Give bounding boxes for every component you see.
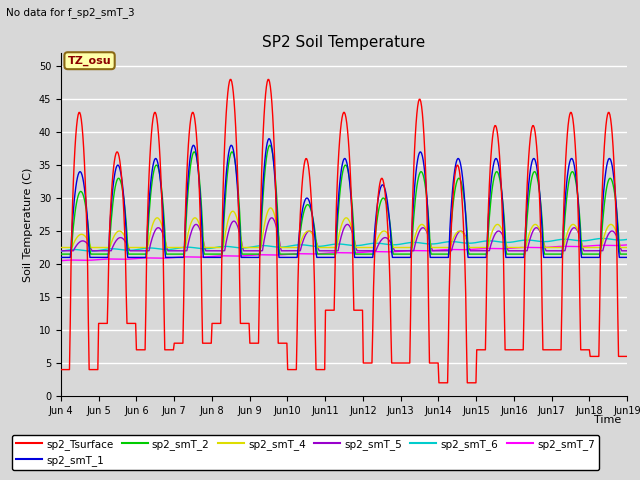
Text: TZ_osu: TZ_osu xyxy=(68,56,111,66)
Title: SP2 Soil Temperature: SP2 Soil Temperature xyxy=(262,35,426,50)
Text: Time: Time xyxy=(593,415,621,425)
Y-axis label: Soil Temperature (C): Soil Temperature (C) xyxy=(23,167,33,282)
Legend: sp2_Tsurface, sp2_smT_1, sp2_smT_2, sp2_smT_4, sp2_smT_5, sp2_smT_6, sp2_smT_7: sp2_Tsurface, sp2_smT_1, sp2_smT_2, sp2_… xyxy=(12,434,599,470)
Text: No data for f_sp2_smT_3: No data for f_sp2_smT_3 xyxy=(6,7,135,18)
